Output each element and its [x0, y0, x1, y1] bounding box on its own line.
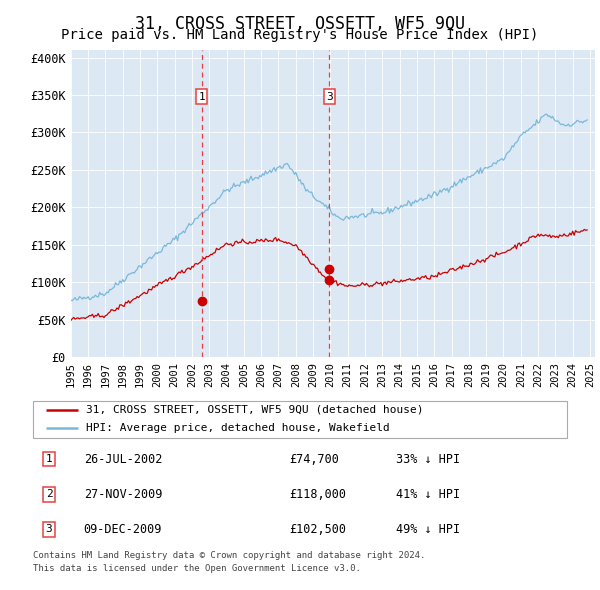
Text: 3: 3 — [46, 525, 52, 534]
Text: 3: 3 — [326, 91, 333, 101]
Text: 33% ↓ HPI: 33% ↓ HPI — [396, 453, 460, 466]
Text: 26-JUL-2002: 26-JUL-2002 — [84, 453, 162, 466]
Text: 27-NOV-2009: 27-NOV-2009 — [84, 487, 162, 501]
Text: £118,000: £118,000 — [289, 487, 346, 501]
Text: £102,500: £102,500 — [289, 523, 346, 536]
Text: This data is licensed under the Open Government Licence v3.0.: This data is licensed under the Open Gov… — [33, 564, 361, 573]
Text: £74,700: £74,700 — [289, 453, 339, 466]
Text: Price paid vs. HM Land Registry's House Price Index (HPI): Price paid vs. HM Land Registry's House … — [61, 28, 539, 42]
Text: Contains HM Land Registry data © Crown copyright and database right 2024.: Contains HM Land Registry data © Crown c… — [33, 551, 425, 560]
Text: 31, CROSS STREET, OSSETT, WF5 9QU: 31, CROSS STREET, OSSETT, WF5 9QU — [135, 15, 465, 33]
Text: 09-DEC-2009: 09-DEC-2009 — [84, 523, 162, 536]
Text: 31, CROSS STREET, OSSETT, WF5 9QU (detached house): 31, CROSS STREET, OSSETT, WF5 9QU (detac… — [86, 405, 424, 415]
FancyBboxPatch shape — [33, 401, 567, 438]
Text: 2: 2 — [46, 489, 52, 499]
Text: 49% ↓ HPI: 49% ↓ HPI — [396, 523, 460, 536]
Text: 1: 1 — [199, 91, 205, 101]
Text: 1: 1 — [46, 454, 52, 464]
Text: 41% ↓ HPI: 41% ↓ HPI — [396, 487, 460, 501]
Text: HPI: Average price, detached house, Wakefield: HPI: Average price, detached house, Wake… — [86, 423, 390, 433]
